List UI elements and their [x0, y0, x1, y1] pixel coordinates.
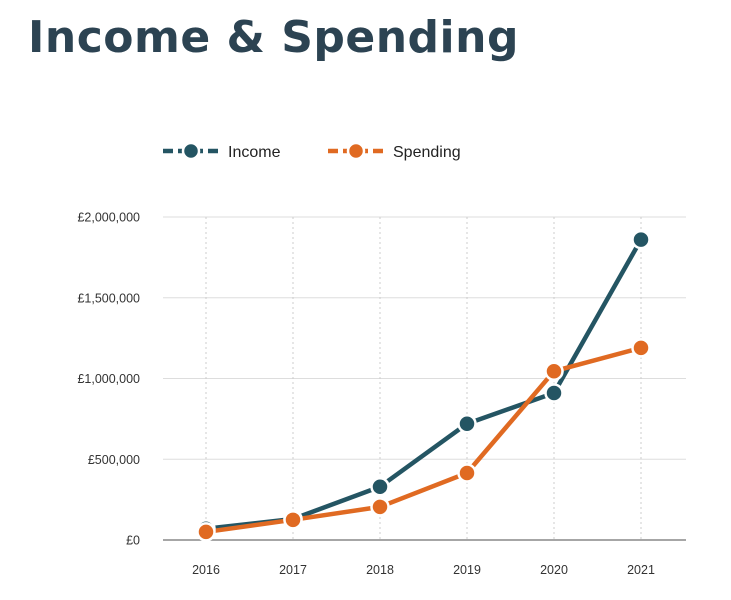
y-tick-label: £2,000,000: [77, 211, 140, 225]
legend-income-label: Income: [228, 144, 281, 161]
y-tick-label: £0: [126, 534, 140, 548]
x-tick-label: 2016: [192, 563, 220, 577]
y-tick-label: £1,000,000: [77, 372, 140, 386]
legend-spending-label: Spending: [393, 144, 461, 161]
income-line: [203, 237, 644, 531]
spending-point: [544, 361, 564, 381]
axes: £0 £500,000 £1,000,000 £1,500,000 £2,000,000…: [77, 211, 686, 577]
x-tick-label: 2018: [366, 563, 394, 577]
spending-point: [196, 522, 216, 542]
x-tick-label: 2017: [279, 563, 307, 577]
spending-point: [370, 497, 390, 517]
legend-income-marker-icon: [181, 141, 201, 161]
income-point: [631, 229, 651, 250]
income-point: [544, 383, 564, 403]
legend-spending-marker-icon: [346, 141, 366, 161]
series-lines: [203, 237, 644, 535]
x-tick-label: 2020: [540, 563, 568, 577]
y-tick-label: £1,500,000: [77, 291, 140, 305]
chart-title: Income & Spending: [28, 12, 519, 63]
spending-line: [203, 345, 644, 535]
x-tick-label: 2019: [453, 563, 481, 577]
spending-point: [283, 510, 303, 530]
y-tick-label: £500,000: [88, 453, 140, 467]
series-points: [196, 229, 651, 542]
x-tick-label: 2021: [627, 563, 655, 577]
income-point: [457, 413, 477, 434]
spending-point: [631, 338, 651, 358]
spending-point: [457, 463, 477, 483]
legend: Income Spending: [163, 141, 461, 161]
income-point: [370, 476, 390, 497]
